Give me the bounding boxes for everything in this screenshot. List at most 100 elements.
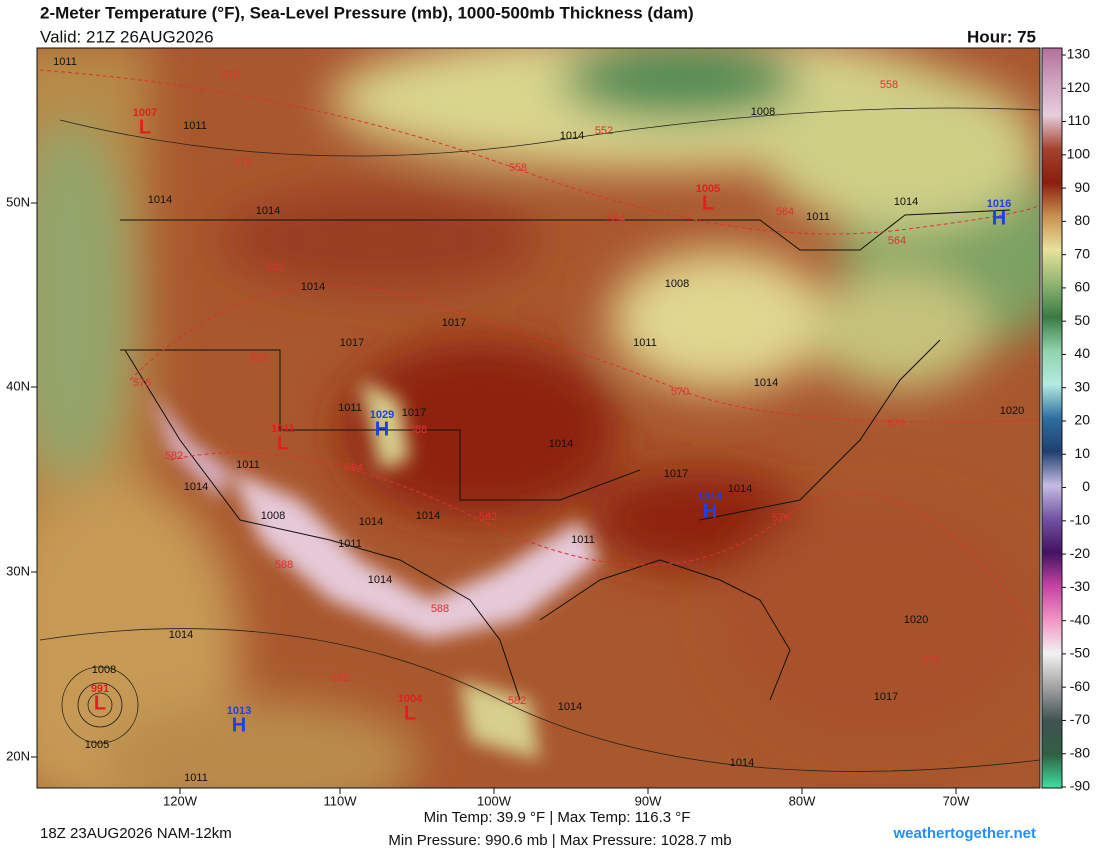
colorbar-tick-label: 20 [1074,412,1090,428]
isobar-label: 1005 [85,739,109,751]
isobar-label: 1020 [904,614,928,626]
colorbar-tick-label: -80 [1070,744,1090,760]
colorbar-ramp [1041,47,1063,789]
colorbar-tick-label: -20 [1070,545,1090,561]
center-letter: H [375,418,389,440]
isobar-label: 1017 [664,468,688,480]
colorbar-tick-label: 60 [1074,279,1090,295]
isobar-label: 1014 [730,757,754,769]
colorbar-tick-label: -90 [1070,778,1090,794]
center-value: 1029 [370,409,394,421]
isobar-label: 1017 [442,317,466,329]
model-run: 18Z 23AUG2026 NAM-12km [40,825,232,842]
lat-label: 40N [6,378,30,393]
colorbar-tick-label: 130 [1067,46,1091,62]
lat-label: 50N [6,194,30,209]
thickness-label: 558 [509,162,527,174]
colorbar-tick-label: 0 [1082,478,1090,494]
isobar-label: 1014 [549,438,573,450]
center-value: 1007 [133,107,157,119]
colorbar-tick-label: 100 [1067,146,1091,162]
center-value: 1013 [227,705,251,717]
isobar-label: 1011 [183,120,207,132]
isobar-label: 1014 [368,574,392,586]
center-letter: L [404,702,416,724]
lon-label: 110W [324,793,358,808]
thickness-label: 582 [331,672,349,684]
center-value: 1005 [696,183,720,195]
isobar-label: 1011 [571,534,595,546]
isobar-label: 1008 [665,278,689,290]
isobar-label: 1014 [184,481,208,493]
thickness-label: 570 [671,386,689,398]
colorbar-tick-label: -40 [1070,611,1090,627]
thickness-label: 588 [409,424,427,436]
lon-label: 120W [163,793,198,808]
colorbar-tick-label: -50 [1070,645,1090,661]
colorbar-tick-label: 120 [1067,79,1091,95]
isobar-label: 1014 [894,196,918,208]
thickness-label: 564 [776,206,794,218]
center-value: 1016 [987,198,1011,210]
lon-label: 90W [635,793,662,808]
colorbar: 1301201101009080706050403020100-10-20-30… [1041,46,1091,794]
borders [120,209,1011,701]
title: 2-Meter Temperature (°F), Sea-Level Pres… [40,3,694,22]
site-credit: weathertogether.net [892,825,1036,842]
thickness-label: 576 [772,512,790,524]
isobar-label: 1011 [236,459,260,471]
isobar-label: 1011 [806,211,830,223]
thickness-label: 564 [888,235,906,247]
isobar-label: 1014 [416,510,440,522]
isobar-label: 1014 [169,629,193,641]
isobar-label: 1011 [338,538,362,550]
colorbar-tick-label: 50 [1074,312,1090,328]
isobar-label: 1014 [256,205,280,217]
thickness-label: 576 [234,157,252,169]
temp-range: Min Temp: 39.9 °F | Max Temp: 116.3 °F [424,809,691,826]
center-value: 1014 [698,491,723,503]
isobar-label: 1011 [53,56,77,68]
forecast-hour: Hour: 75 [967,27,1036,46]
thickness-label: 582 [479,511,497,523]
isobar-label: 1014 [754,377,778,389]
thickness-label: 570 [887,418,905,430]
lat-label: 30N [6,563,30,578]
center-letter: L [277,432,289,454]
colorbar-tick-label: 110 [1068,112,1091,128]
isobar-label: 1017 [340,337,364,349]
center-letter: L [94,692,106,714]
pressure-range: Min Pressure: 990.6 mb | Max Pressure: 1… [388,832,731,849]
lon-label: 70W [943,793,970,808]
colorbar-tick-label: 40 [1074,345,1090,361]
colorbar-tick-label: 30 [1074,378,1090,394]
colorbar-tick-label: 80 [1074,212,1090,228]
isobar-label: 1011 [184,772,208,784]
isobar-label: 1014 [301,281,325,293]
colorbar-tick-label: 70 [1074,245,1090,261]
thickness-label: 576 [133,377,151,389]
colorbar-tick-label: -60 [1070,678,1090,694]
center-value: 991 [91,683,109,695]
isobar-label: 1008 [92,664,116,676]
lat-label: 20N [6,748,30,763]
thickness-label: 582 [250,352,268,364]
thickness-label: 582 [266,262,284,274]
map [37,48,1040,788]
colorbar-tick-label: -30 [1070,578,1090,594]
center-value: 1004 [398,693,423,705]
lon-label: 80W [789,793,816,808]
center-letter: H [703,500,717,522]
center-letter: H [992,207,1006,229]
lon-label: 100W [477,793,512,808]
isobar-label: 1014 [560,130,584,142]
map-frame [36,47,1041,789]
isobar-label: 1017 [402,407,426,419]
colorbar-tick-label: 90 [1074,179,1090,195]
isobar-label: 1011 [338,402,362,414]
isobar-label: 1014 [728,483,752,495]
thickness-label: 588 [275,559,293,571]
isobars [39,107,1040,772]
colorbar-tick-label: -70 [1070,711,1090,727]
